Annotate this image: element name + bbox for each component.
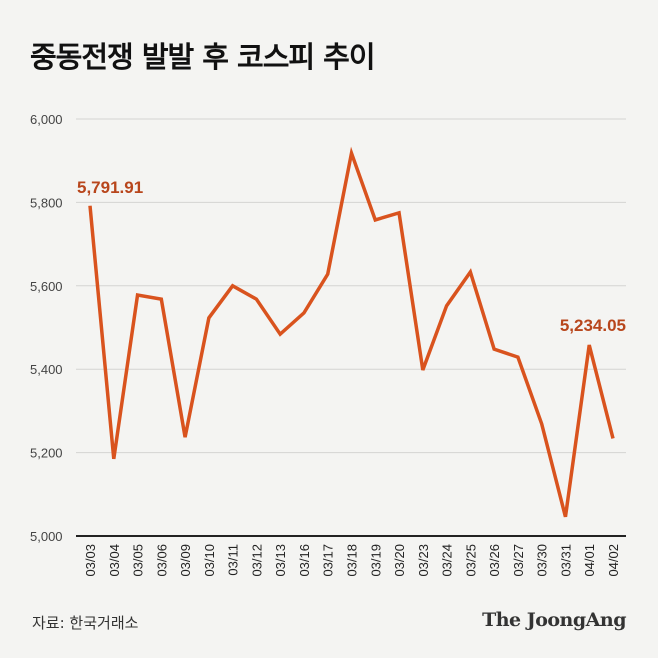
x-tick-label: 03/20 bbox=[392, 544, 407, 577]
x-tick-label: 03/03 bbox=[83, 544, 98, 577]
chart-title: 중동전쟁 발발 후 코스피 추이 bbox=[30, 40, 376, 74]
annotation-start-value: 5,791.91 bbox=[77, 178, 143, 197]
x-tick-label: 03/16 bbox=[297, 544, 312, 577]
publisher-logo: The JoongAng bbox=[482, 609, 626, 631]
source-note: 자료: 한국거래소 bbox=[32, 614, 139, 632]
x-tick-label: 03/06 bbox=[154, 544, 169, 577]
x-tick-label: 04/01 bbox=[582, 544, 597, 577]
x-tick-label: 03/09 bbox=[178, 544, 193, 577]
x-tick-label: 04/02 bbox=[606, 544, 621, 577]
x-tick-label: 03/27 bbox=[511, 544, 526, 577]
x-tick-label: 03/19 bbox=[368, 544, 383, 577]
x-tick-label: 03/11 bbox=[226, 544, 241, 576]
x-tick-label: 03/05 bbox=[131, 544, 146, 577]
kospi-series-line bbox=[88, 146, 615, 518]
x-tick-label: 03/26 bbox=[487, 544, 502, 577]
y-tick-label: 5,400 bbox=[30, 362, 63, 377]
x-tick-label: 03/24 bbox=[440, 544, 455, 577]
y-tick-label: 6,000 bbox=[30, 112, 63, 127]
x-tick-label: 03/04 bbox=[107, 544, 122, 577]
y-tick-label: 5,000 bbox=[30, 529, 63, 544]
annotation-end-value: 5,234.05 bbox=[560, 316, 626, 335]
x-tick-label: 03/10 bbox=[202, 544, 217, 577]
y-tick-label: 5,200 bbox=[30, 446, 63, 461]
x-tick-label: 03/18 bbox=[345, 544, 360, 577]
x-tick-label: 03/12 bbox=[249, 544, 264, 577]
x-tick-label: 03/25 bbox=[463, 544, 478, 577]
x-tick-label: 03/30 bbox=[535, 544, 550, 577]
x-tick-label: 03/31 bbox=[558, 544, 573, 577]
x-tick-label: 03/23 bbox=[416, 544, 431, 577]
x-tick-label: 03/17 bbox=[321, 544, 336, 577]
y-tick-label: 5,600 bbox=[30, 279, 63, 294]
y-tick-label: 5,800 bbox=[30, 195, 63, 210]
x-tick-label: 03/13 bbox=[273, 544, 288, 577]
